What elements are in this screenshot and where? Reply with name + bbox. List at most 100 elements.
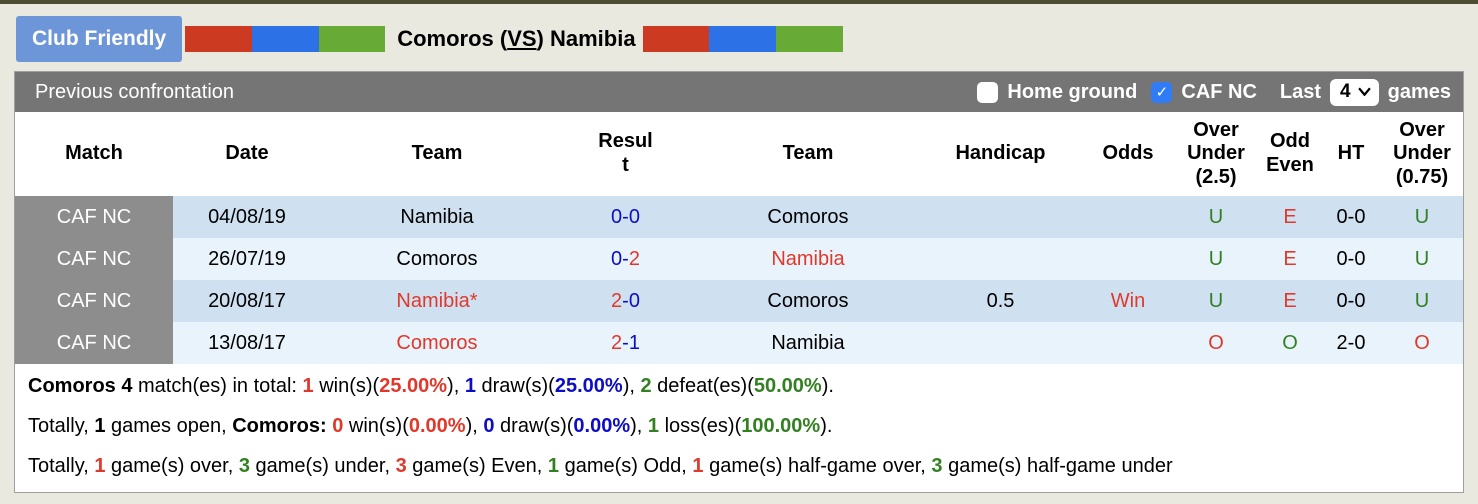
panel-header-bar: Previous confrontation Home ground CAF N… (15, 72, 1463, 112)
ht-cell: 0-0 (1321, 280, 1381, 322)
score-home: 0 (611, 247, 623, 270)
home-ground-label: Home ground (1007, 80, 1138, 103)
odds-cell (1083, 238, 1173, 280)
flag-stripe-red (185, 25, 252, 52)
summary-open-games-line: Totally, 1 games open, Comoros: 0 win(s)… (28, 415, 833, 437)
summary-over-under-line: Totally, 1 game(s) over, 3 game(s) under… (28, 455, 1173, 477)
handicap-cell: 0.5 (918, 280, 1083, 322)
date-cell: 26/07/19 (173, 238, 321, 280)
col-header-result: Result (553, 112, 698, 196)
col-header-odds: Odds (1083, 112, 1173, 196)
odd-even-cell: E (1259, 280, 1321, 322)
handicap-cell (918, 196, 1083, 238)
over-under-075-value: O (1414, 331, 1430, 354)
home-ground-checkbox[interactable] (977, 81, 999, 103)
last-games-value: 4 (1340, 80, 1351, 102)
team2-cell: Namibia (698, 322, 918, 364)
result-cell: 2-1 (553, 322, 698, 364)
namibia-flag (642, 25, 843, 52)
games-label: games (1387, 80, 1451, 103)
team1-cell: Namibia (321, 196, 553, 238)
over-under-075-cell: U (1381, 196, 1463, 238)
score-home: 0 (611, 205, 623, 228)
over-under-25-value: U (1208, 205, 1224, 228)
team2-name: Comoros (767, 205, 849, 228)
date-cell: 13/08/17 (173, 322, 321, 364)
caf-nc-label: CAF NC (1181, 80, 1257, 103)
team1-cell: Comoros (321, 322, 553, 364)
over-under-25-cell: O (1173, 322, 1259, 364)
last-label: Last (1279, 80, 1322, 103)
over-under-25-value: O (1208, 331, 1224, 354)
date-cell: 04/08/19 (173, 196, 321, 238)
score-home: 2 (611, 289, 623, 312)
score-away: 1 (628, 331, 640, 354)
flag-stripe-blue (709, 25, 776, 52)
league-badge[interactable]: Club Friendly (16, 15, 183, 62)
over-under-25-cell: U (1173, 196, 1259, 238)
match-cell: CAF NC (15, 196, 173, 238)
result-cell: 0-0 (553, 196, 698, 238)
over-under-075-value: U (1414, 247, 1430, 270)
team1-cell: Namibia* (321, 280, 553, 322)
score-home: 2 (611, 331, 623, 354)
vs-label: VS (507, 25, 537, 51)
team1-name: Namibia* (396, 289, 478, 312)
ht-cell: 0-0 (1321, 238, 1381, 280)
score-dash: - (622, 331, 629, 354)
confrontation-table: Match Date Team Result Team Handicap Odd… (15, 112, 1463, 364)
flag-stripe-green (318, 25, 386, 52)
table-row: CAF NC 20/08/17 Namibia* 2-0 Comoros 0.5… (15, 280, 1463, 322)
odd-even-value: E (1283, 205, 1297, 228)
odds-cell (1083, 196, 1173, 238)
comoros-flag (185, 25, 386, 52)
previous-confrontation-panel: Previous confrontation Home ground CAF N… (14, 71, 1464, 493)
over-under-075-value: U (1414, 289, 1430, 312)
title-left: Comoros ( (397, 25, 508, 51)
table-row: CAF NC 26/07/19 Comoros 0-2 Namibia U E … (15, 238, 1463, 280)
summary-total-line: Comoros 4 match(es) in total: 1 win(s)(2… (28, 375, 834, 397)
match-cell: CAF NC (15, 238, 173, 280)
over-under-25-value: U (1208, 289, 1224, 312)
odd-even-value: E (1283, 289, 1297, 312)
odd-even-cell: E (1259, 196, 1321, 238)
over-under-25-cell: U (1173, 238, 1259, 280)
col-header-over-under-075: Over Under (0.75) (1381, 112, 1463, 196)
panel-title: Previous confrontation (35, 80, 235, 103)
caf-nc-checkbox[interactable] (1151, 81, 1173, 103)
team1-name: Namibia (400, 205, 474, 228)
summary-section: Comoros 4 match(es) in total: 1 win(s)(2… (15, 364, 1463, 492)
flag-stripe-blue (251, 25, 319, 52)
score-dash: - (622, 289, 629, 312)
score-dash: - (622, 205, 629, 228)
odd-even-cell: O (1259, 322, 1321, 364)
col-header-date: Date (173, 112, 321, 196)
team1-name: Comoros (396, 247, 478, 270)
filter-controls: Home ground CAF NC Last 4 games (977, 78, 1451, 106)
handicap-cell (918, 322, 1083, 364)
chevron-down-icon (1357, 87, 1371, 96)
result-cell: 2-0 (553, 280, 698, 322)
last-games-select[interactable]: 4 (1330, 78, 1379, 106)
result-cell: 0-2 (553, 238, 698, 280)
handicap-cell (918, 238, 1083, 280)
over-under-25-value: U (1208, 247, 1224, 270)
col-header-over-under-25: Over Under (2.5) (1173, 112, 1259, 196)
col-header-handicap: Handicap (918, 112, 1083, 196)
match-header: Club Friendly Comoros (VS) Namibia (0, 4, 1478, 64)
odds-cell: Win (1083, 280, 1173, 322)
match-cell: CAF NC (15, 322, 173, 364)
header-row: Match Date Team Result Team Handicap Odd… (15, 112, 1463, 196)
odd-even-value: E (1283, 247, 1297, 270)
over-under-075-cell: O (1381, 322, 1463, 364)
team2-cell: Namibia (698, 238, 918, 280)
col-header-ht: HT (1321, 112, 1381, 196)
over-under-075-value: U (1414, 205, 1430, 228)
col-header-match: Match (15, 112, 173, 196)
odd-even-value: O (1282, 331, 1298, 354)
col-header-odd-even: Odd Even (1259, 112, 1321, 196)
team2-cell: Comoros (698, 196, 918, 238)
team1-cell: Comoros (321, 238, 553, 280)
over-under-075-cell: U (1381, 280, 1463, 322)
odds-cell (1083, 322, 1173, 364)
